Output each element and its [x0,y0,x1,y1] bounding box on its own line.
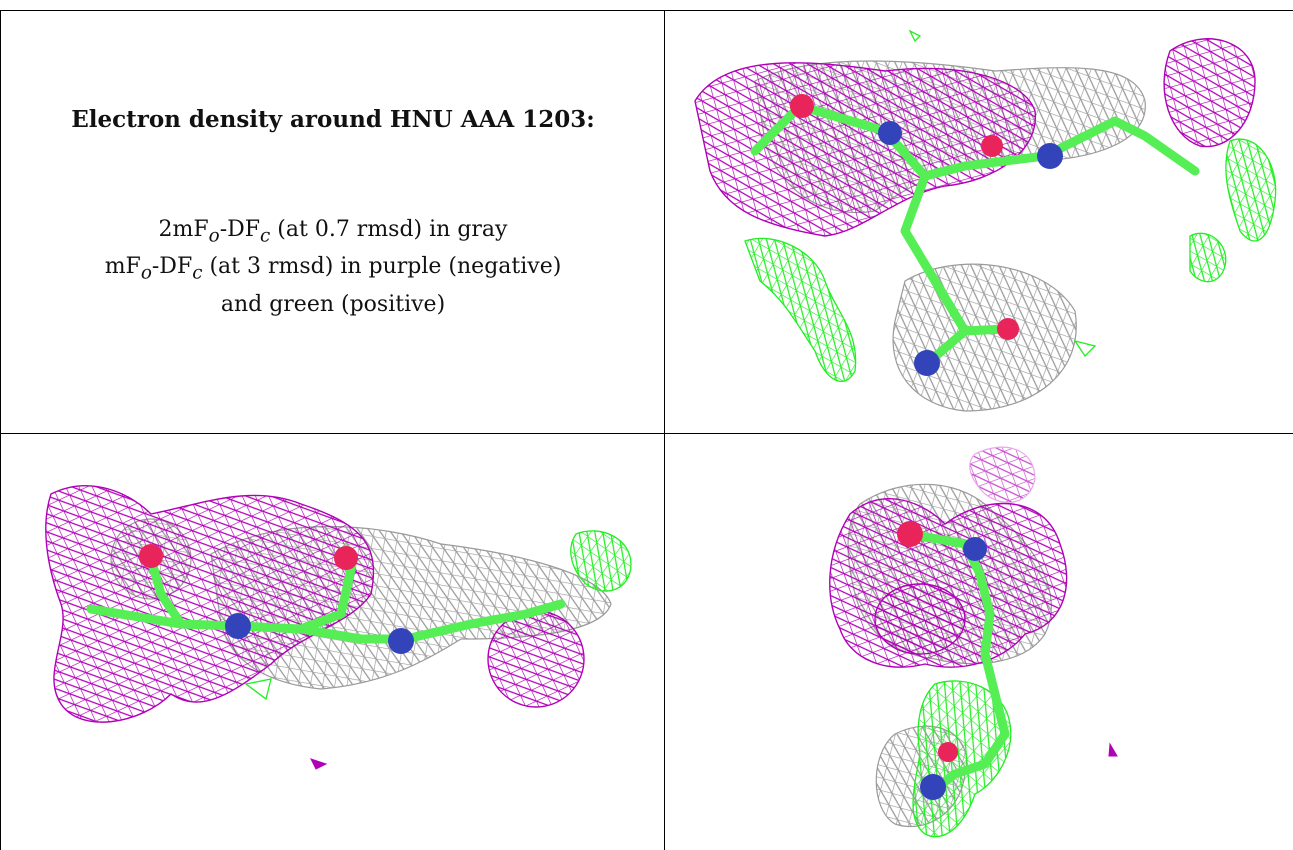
table-border-left [0,10,1,850]
atom-spheres [139,544,414,654]
nitrogen-atom [920,774,946,800]
table-column-divider [664,10,665,850]
oxygen-atom [938,742,958,762]
density-render-2 [45,485,632,770]
nitrogen-atom [878,121,902,145]
table-border-top [0,10,1293,11]
table-row-divider [0,433,1293,434]
nitrogen-atom [225,613,251,639]
green-density-mesh [744,29,1277,383]
density-render-1 [694,29,1277,412]
density-view-bottom-right [665,434,1293,850]
purple-density-mesh [829,446,1118,757]
density-render-3 [829,446,1118,838]
nitrogen-atom [1037,143,1063,169]
atom-spheres [897,521,987,800]
legend-line-colors: and green (positive) [220,291,446,317]
legend-line-fo-fc: mFo-DFc (at 3 rmsd) in purple (negative) [104,254,562,284]
atom-spheres [790,94,1063,376]
nitrogen-atom [963,537,987,561]
oxygen-atom [981,135,1003,157]
map-legend: 2mFo-DFc (at 0.7 rmsd) in gray mFo-DFc (… [1,214,664,320]
ligand-sticks [86,544,566,644]
density-view-top-right [665,11,1293,433]
caption-cell: Electron density around HNU AAA 1203: 2m… [1,11,664,433]
oxygen-atom [897,521,923,547]
density-view-bottom-left [1,434,664,850]
purple-density-mesh [694,38,1256,237]
oxygen-atom [997,318,1019,340]
legend-line-2fo-fc: 2mFo-DFc (at 0.7 rmsd) in gray [158,217,508,247]
nitrogen-atom [914,350,940,376]
figure-title: Electron density around HNU AAA 1203: [71,106,595,133]
oxygen-atom [139,544,163,568]
oxygen-atom [790,94,814,118]
oxygen-atom [334,546,358,570]
green-density-mesh [244,530,632,770]
nitrogen-atom [388,628,414,654]
